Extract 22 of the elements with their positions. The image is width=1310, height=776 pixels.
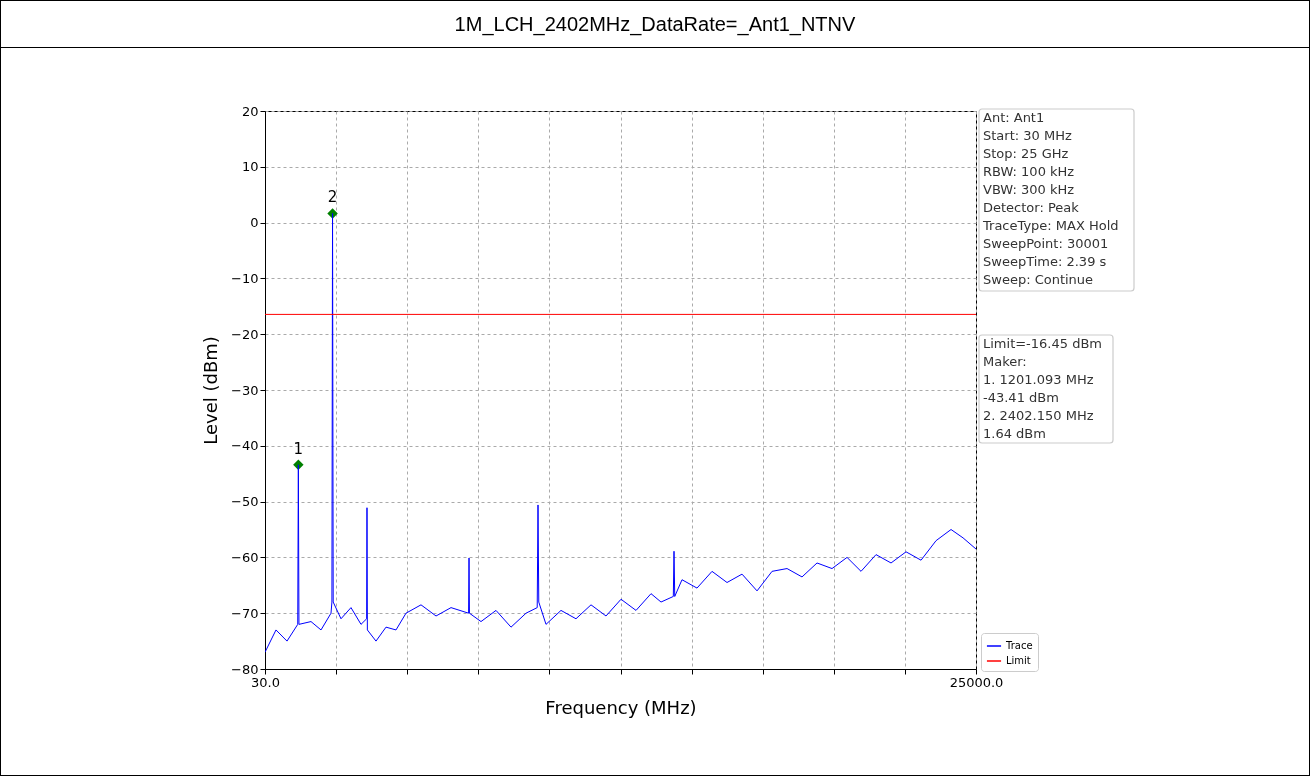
y-tick-label: −30 — [231, 382, 259, 398]
y-tick-label: −70 — [231, 605, 259, 621]
y-tick-label: −10 — [231, 270, 259, 286]
y-axis-title: Level (dBm) — [200, 336, 222, 445]
x-tick-label: 30.0 — [251, 674, 280, 690]
annotation: 1 — [293, 439, 304, 458]
y-tick-label: 20 — [241, 103, 259, 119]
x-axis-title: Frequency (MHz) — [545, 696, 697, 718]
text: Limit=-16.45 dBm Maker: 1. 1201.093 MHz -43.41 dBm 2. 2402.150 MHz 1.64 dBm — [983, 336, 1102, 441]
y-tick-label: −50 — [231, 494, 259, 510]
y-tick-label: 0 — [250, 215, 259, 231]
annotation: 2 — [327, 188, 338, 207]
legend-label: Limit — [1006, 655, 1031, 666]
y-tick-label: −40 — [231, 438, 259, 454]
y-tick-label: −60 — [231, 549, 259, 565]
x-tick-label: 25000.0 — [949, 674, 1004, 690]
y-tick-label: −20 — [231, 326, 259, 342]
y-tick-label: −80 — [231, 661, 259, 677]
chart-title: 1M_LCH_2402MHz_DataRate=_Ant1_NTNV — [1, 1, 1309, 48]
text: Ant: Ant1 Start: 30 MHz Stop: 25 GHz RBW: 100 kHz VBW: 300 kHz Detector: Peak TraceType: MAX Hold SweepPoint: 30001 SweepTime: 2.39 s Sweep: Continue — [983, 110, 1119, 287]
y-tick-label: 10 — [241, 159, 259, 175]
legend-label: Trace — [1005, 640, 1033, 651]
